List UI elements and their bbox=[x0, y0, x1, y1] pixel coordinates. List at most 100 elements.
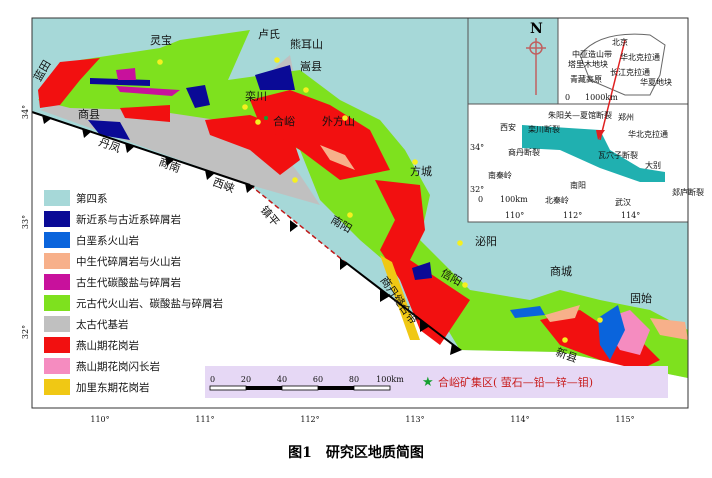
place-label: 外方山 bbox=[322, 114, 355, 128]
longitude-label: 114° bbox=[510, 415, 529, 424]
inset-top-label: 华北克拉通 bbox=[620, 52, 660, 62]
place-label: 嵩县 bbox=[300, 60, 322, 73]
inset-bottom-label: 西安 bbox=[500, 122, 516, 132]
latitude-label: 32° bbox=[21, 325, 30, 339]
town-marker bbox=[342, 115, 348, 121]
place-label: 商县 bbox=[78, 107, 100, 121]
paleozoic-unit bbox=[116, 86, 180, 96]
legend-swatch bbox=[44, 316, 70, 332]
latitude-label: 34° bbox=[21, 105, 30, 119]
inset-top-label: 北京 bbox=[612, 37, 628, 47]
longitude-label: 113° bbox=[405, 415, 424, 424]
inset-bottom-label: 南秦岭 bbox=[488, 170, 512, 180]
legend-label: 第四系 bbox=[76, 192, 108, 205]
inset-scale: 100km bbox=[500, 195, 528, 204]
inset-bottom-label: 郯庐断裂 bbox=[672, 187, 704, 197]
town-marker bbox=[347, 212, 353, 218]
scale-tick: 100km bbox=[376, 375, 404, 384]
neogene-unit bbox=[186, 85, 210, 108]
place-label: 灵宝 bbox=[150, 33, 172, 47]
inset-lon: 110° bbox=[505, 211, 524, 220]
place-label: 泌阳 bbox=[475, 235, 497, 248]
star-icon: ★ bbox=[422, 375, 434, 390]
legend-swatch bbox=[44, 211, 70, 227]
figure-caption: 图1 研究区地质简图 bbox=[288, 444, 424, 461]
town-marker bbox=[303, 87, 309, 93]
legend-swatch bbox=[44, 379, 70, 395]
inset-bottom-label: 华北克拉通 bbox=[628, 129, 668, 139]
inset-top-label: 塔里木地块 bbox=[568, 59, 608, 69]
study-belt-inset bbox=[522, 125, 665, 182]
place-label: 卢氏 bbox=[258, 28, 280, 41]
inset-bottom bbox=[467, 103, 689, 223]
yanshan-granite bbox=[250, 90, 390, 180]
longitude-label: 111° bbox=[195, 415, 214, 424]
legend-label: 燕山期花岗闪长岩 bbox=[76, 360, 160, 373]
place-label: 熊耳山 bbox=[290, 37, 323, 51]
yanshan-granite bbox=[38, 58, 100, 108]
scale-tick: 80 bbox=[349, 375, 359, 384]
town-marker bbox=[457, 240, 463, 246]
legend-label: 古生代碳酸盐与碎屑岩 bbox=[76, 276, 181, 289]
legend-swatch bbox=[44, 232, 70, 248]
cretaceous-volcanic bbox=[598, 305, 625, 360]
legend-swatch bbox=[44, 358, 70, 374]
legend-swatch bbox=[44, 295, 70, 311]
inset-bottom-label: 栾川断裂 bbox=[528, 124, 560, 134]
mesozoic-unit bbox=[320, 145, 355, 170]
inset-scale: 0 bbox=[478, 195, 483, 204]
longitude-label: 112° bbox=[300, 415, 319, 424]
legend-label: 白垩系火山岩 bbox=[76, 234, 139, 247]
inset-bottom-label: 北秦岭 bbox=[545, 195, 569, 205]
inset-top-label: 华夏地块 bbox=[640, 77, 672, 87]
scale-tick: 20 bbox=[241, 375, 251, 384]
scale-tick: 60 bbox=[313, 375, 323, 384]
town-marker bbox=[242, 104, 248, 110]
legend-label: 太古代基岩 bbox=[76, 318, 129, 331]
latitude-label: 33° bbox=[21, 215, 30, 229]
locator-arrow bbox=[599, 39, 626, 141]
town-marker bbox=[255, 119, 261, 125]
scale-tick: 0 bbox=[210, 375, 215, 384]
inset-bottom-label: 大别 bbox=[645, 160, 661, 170]
longitude-label: 110° bbox=[90, 415, 109, 424]
inset-lat: 32° bbox=[470, 185, 484, 194]
inset-top-label: 中亚造山带 bbox=[572, 49, 612, 59]
mesozoic-unit bbox=[650, 318, 688, 340]
inset-top-label: 长江克拉通 bbox=[610, 67, 650, 77]
town-marker bbox=[274, 57, 280, 63]
inset-bottom-label: 南阳 bbox=[570, 180, 586, 190]
place-label: 栾川 bbox=[245, 89, 267, 103]
town-marker bbox=[597, 317, 603, 323]
place-label: 合峪 bbox=[273, 114, 295, 128]
scale-tick: 40 bbox=[277, 375, 287, 384]
town-marker bbox=[157, 59, 163, 65]
neogene-unit bbox=[412, 262, 432, 280]
proterozoic-unit bbox=[38, 30, 688, 378]
yanshan-granite bbox=[120, 105, 170, 122]
place-label: 方城 bbox=[410, 164, 432, 178]
neogene-unit bbox=[255, 65, 295, 90]
inset-lon: 114° bbox=[621, 211, 640, 220]
inset-scale: 1000km bbox=[585, 93, 618, 102]
legend-label: 新近系与古近系碎屑岩 bbox=[76, 213, 181, 226]
china-map-inset bbox=[557, 17, 689, 105]
thrust-fault bbox=[344, 261, 461, 351]
inset-bottom-label: 郑州 bbox=[618, 112, 634, 122]
inset-bottom-label: 朱阳关—夏馆断裂 bbox=[548, 110, 612, 120]
legend-label: 元古代火山岩、碳酸盐与碎屑岩 bbox=[76, 297, 223, 310]
paleozoic-unit bbox=[116, 68, 136, 80]
legend-swatch bbox=[44, 274, 70, 290]
town-marker bbox=[412, 159, 418, 165]
legend-label: 燕山期花岗岩 bbox=[76, 339, 139, 352]
inset-scale: 0 bbox=[565, 93, 570, 102]
inset-bottom-label: 瓦穴子断裂 bbox=[598, 150, 638, 160]
legend-swatch bbox=[44, 337, 70, 353]
town-marker bbox=[292, 177, 298, 183]
deposit-marker bbox=[264, 116, 268, 120]
town-marker bbox=[562, 337, 568, 343]
thrust-teeth bbox=[42, 115, 462, 355]
inset-lat: 34° bbox=[470, 143, 484, 152]
